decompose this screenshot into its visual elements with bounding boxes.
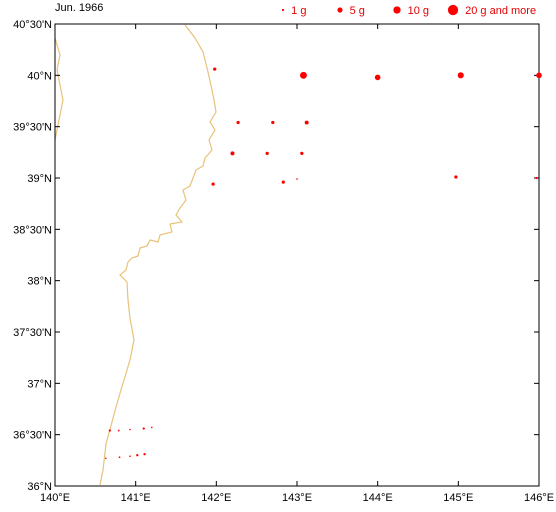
catch-point [457, 72, 464, 79]
coastline [54, 24, 217, 486]
x-tick-label: 141°E [121, 492, 151, 504]
catch-point [304, 120, 309, 125]
x-tick-label: 142°E [201, 492, 231, 504]
longitude-axis: 140°E 141°E 142°E 143°E 144°E 145°E 146°E [40, 24, 554, 504]
y-tick-label: 39°30'N [13, 122, 52, 134]
catch-point [454, 175, 458, 179]
catch-point [151, 426, 153, 429]
catch-point [536, 72, 542, 79]
catch-point [105, 457, 107, 460]
y-tick-label: 40°N [27, 70, 52, 82]
x-tick-label: 140°E [40, 492, 70, 504]
catch-point [535, 176, 538, 180]
y-tick-label: 38°30'N [13, 224, 52, 236]
x-tick-label: 146°E [524, 492, 554, 504]
map-title: Jun. 1966 [55, 2, 103, 14]
catch-point [117, 429, 120, 432]
catch-point [143, 453, 146, 456]
catch-point [230, 151, 235, 156]
catch-point [300, 151, 304, 155]
y-tick-label: 36°30'N [13, 430, 52, 442]
catch-point [129, 455, 131, 458]
map-frame [54, 23, 540, 487]
y-tick-label: 37°30'N [13, 327, 52, 339]
y-tick-label: 36°N [27, 481, 52, 493]
y-tick-label: 37°N [27, 378, 52, 390]
legend-marker [281, 8, 285, 12]
legend-marker [337, 7, 343, 13]
catch-point [129, 428, 131, 431]
legend: 1 g 5 g 10 g 20 g and more [281, 4, 536, 17]
catch-point [374, 74, 381, 81]
catch-point [213, 67, 217, 71]
y-tick-label: 39°N [27, 173, 52, 185]
x-tick-label: 143°E [282, 492, 312, 504]
catch-point [108, 429, 112, 432]
x-tick-label: 144°E [363, 492, 393, 504]
legend-label: 20 g and more [465, 5, 536, 17]
legend-label: 1 g [291, 5, 306, 17]
latitude-axis: 40°30'N 40°N 39°30'N 39°N 38°30'N 38°N 37°30'N… [13, 19, 539, 493]
legend-marker [393, 6, 401, 14]
catch-point [118, 456, 121, 459]
catch-point [236, 120, 240, 125]
catch-point [136, 454, 139, 457]
legend-marker [447, 4, 459, 16]
x-tick-label: 145°E [443, 492, 473, 504]
catch-point [211, 182, 215, 186]
catch-point [271, 120, 275, 125]
legend-label: 10 g [408, 5, 429, 17]
y-tick-label: 40°30'N [13, 19, 52, 31]
y-tick-label: 38°N [27, 276, 52, 288]
catch-point [142, 427, 145, 430]
legend-label: 5 g [350, 5, 365, 17]
catch-point [300, 71, 307, 79]
catch-markers [105, 67, 542, 460]
catch-point [296, 178, 298, 180]
catch-point [281, 180, 285, 184]
catch-point [265, 151, 269, 155]
